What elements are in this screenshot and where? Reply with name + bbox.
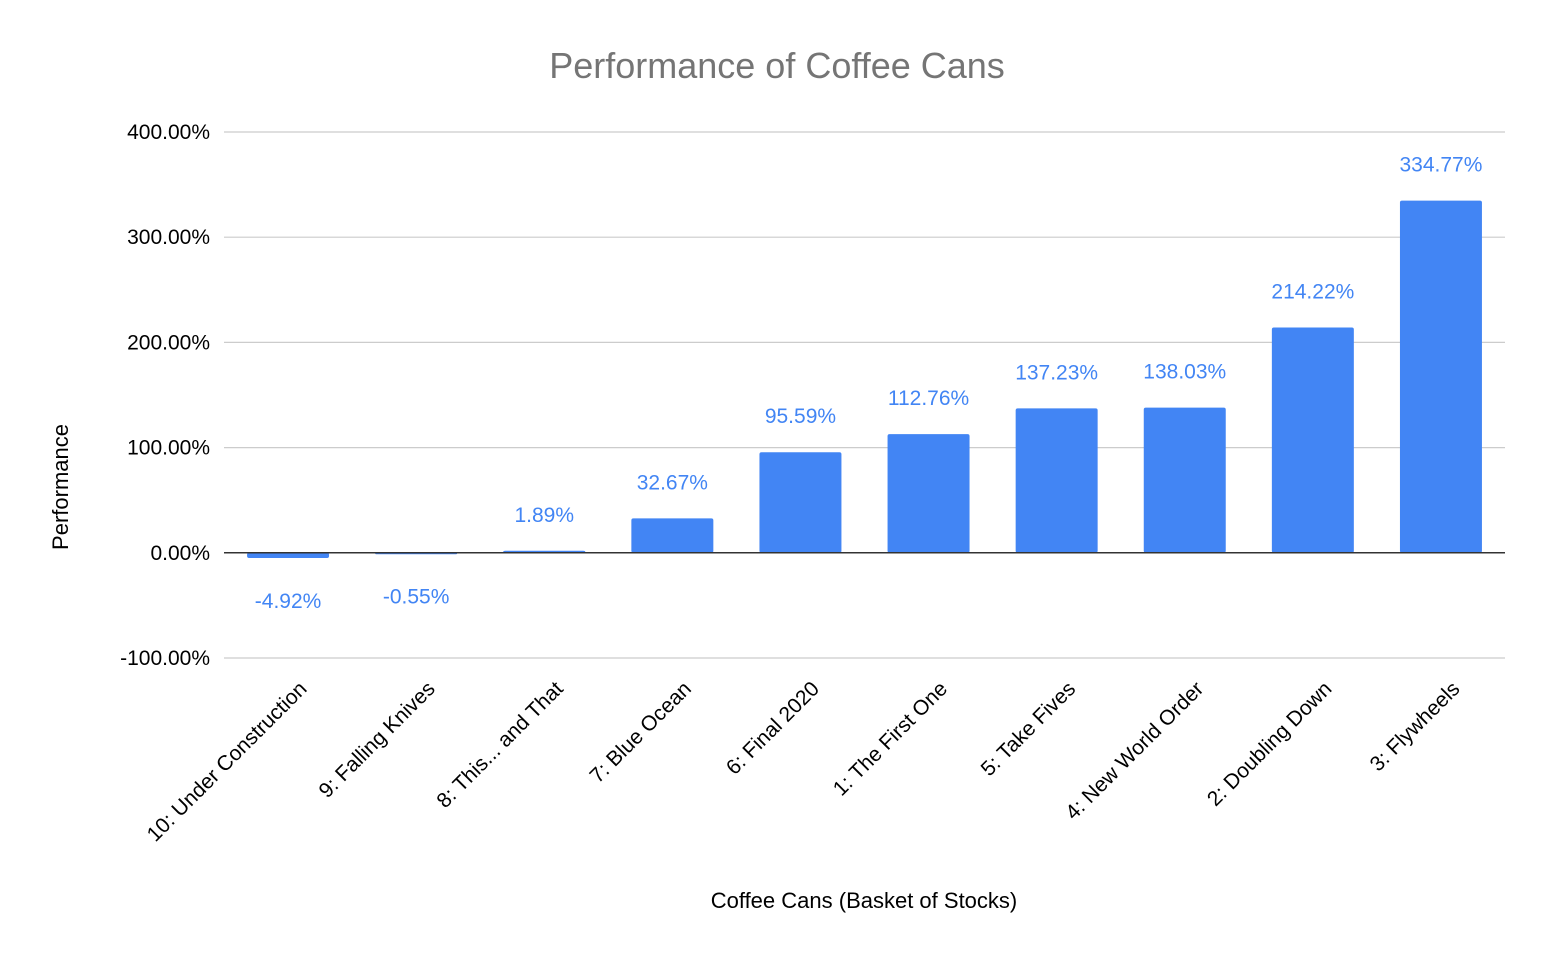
data-label: 214.22% xyxy=(1271,280,1354,303)
y-tick-label: 0.00% xyxy=(150,542,210,565)
x-tick-label: 6: Final 2020 xyxy=(722,677,824,779)
bar[interactable] xyxy=(1143,407,1226,553)
x-tick-label: 8: This... and That xyxy=(432,677,568,813)
bar[interactable] xyxy=(759,452,842,553)
data-label: 32.67% xyxy=(637,471,708,494)
data-label: 334.77% xyxy=(1399,154,1482,177)
y-tick-label: 200.00% xyxy=(127,331,210,354)
x-axis-categories: 10: Under Construction 9: Falling Knives8… xyxy=(143,677,1465,846)
data-label: 112.76% xyxy=(888,387,969,410)
bar[interactable] xyxy=(887,434,970,553)
y-tick-label: 400.00% xyxy=(127,121,210,144)
x-tick-label: 5: Take Fives xyxy=(977,677,1080,780)
y-axis-ticks: -100.00% 0.00% 100.00% 200.00% 300.00% 400.00… xyxy=(120,121,210,670)
bar[interactable] xyxy=(1015,408,1098,553)
x-tick-label: 10: Under Construction xyxy=(143,677,312,846)
data-label: 138.03% xyxy=(1143,361,1226,384)
x-tick-label: 9: Falling Knives xyxy=(314,677,439,802)
bar[interactable] xyxy=(247,552,330,558)
bar[interactable] xyxy=(631,518,714,553)
x-axis-title: Coffee Cans (Basket of Stocks) xyxy=(711,888,1018,913)
bars xyxy=(247,200,1482,558)
x-tick-label: 7: Blue Ocean xyxy=(586,677,696,787)
data-label: 137.23% xyxy=(1015,361,1098,384)
chart-title: Performance of Coffee Cans xyxy=(549,45,1005,86)
y-tick-label: 100.00% xyxy=(127,437,210,460)
x-tick-label: 4: New World Order xyxy=(1061,677,1208,824)
data-label: -4.92% xyxy=(255,590,322,613)
bar[interactable] xyxy=(1399,200,1482,553)
x-tick-label: 3: Flywheels xyxy=(1366,677,1465,776)
x-tick-label: 1: The First One xyxy=(829,677,952,800)
data-label: 95.59% xyxy=(765,405,836,428)
y-axis-title: Performance xyxy=(48,424,73,550)
data-label: 1.89% xyxy=(514,504,574,527)
x-tick-label: 2: Doubling Down xyxy=(1203,677,1336,810)
data-label: -0.55% xyxy=(383,585,450,608)
data-labels: -4.92% -0.55% 1.89% 32.67% 95.59% 112.76% 137.… xyxy=(255,154,1483,613)
y-tick-label: 300.00% xyxy=(127,226,210,249)
y-tick-label: -100.00% xyxy=(120,647,210,670)
bar[interactable] xyxy=(1271,327,1354,553)
